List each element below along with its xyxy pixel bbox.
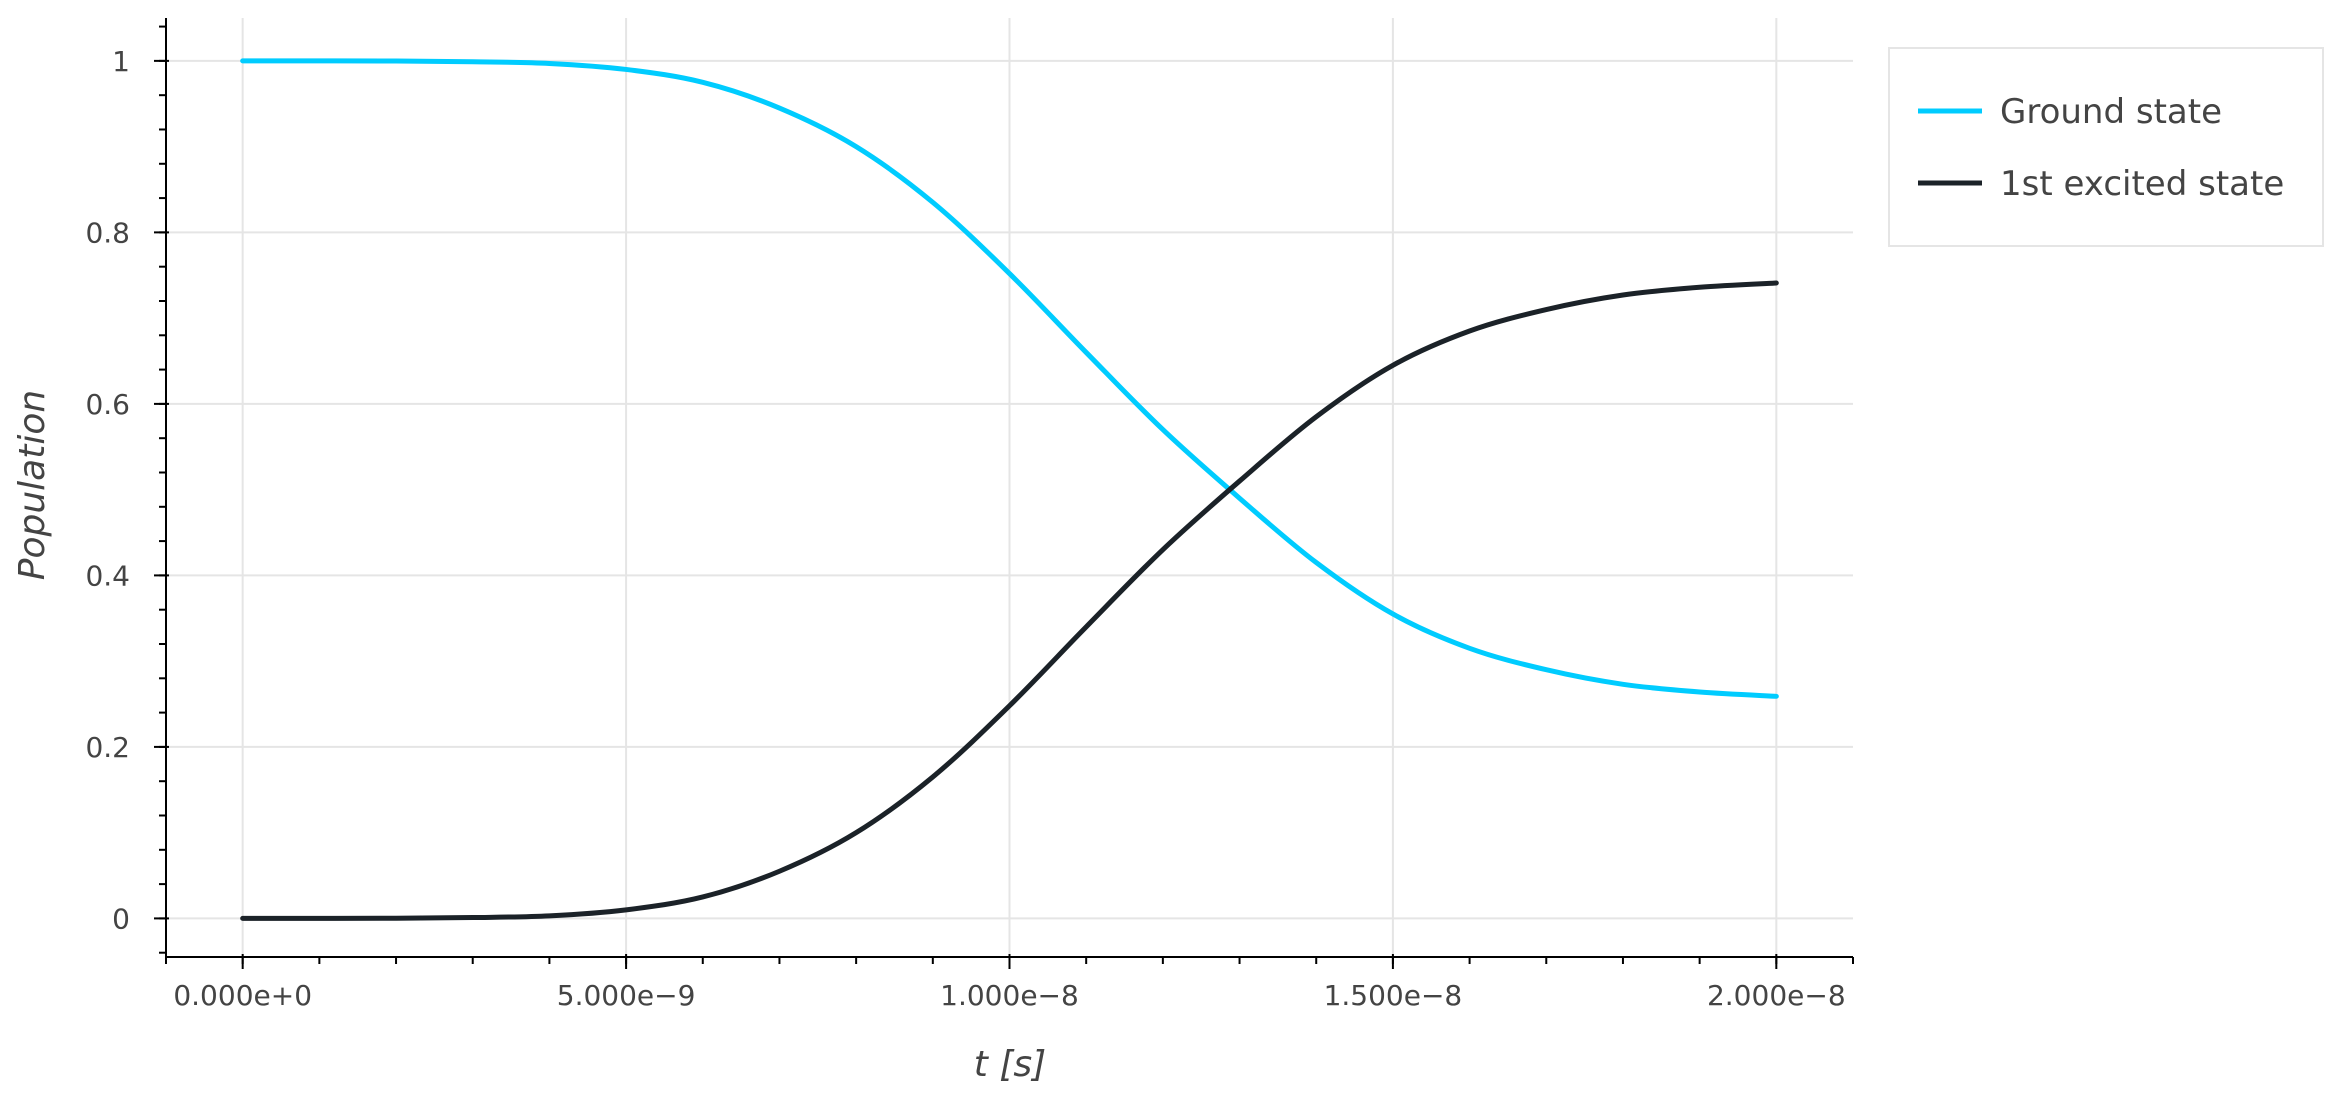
- y-tick-label: 0: [112, 902, 130, 935]
- y-tick-label: 0.4: [85, 559, 130, 592]
- y-axis-title: Population: [12, 390, 53, 580]
- y-tick-label: 0.8: [85, 216, 130, 249]
- series-line-ground-state: [240, 58, 1779, 699]
- legend: Ground state 1st excited state: [1888, 47, 2324, 247]
- x-tick-label: 2.000e−8: [1707, 979, 1846, 1012]
- x-axis-title: t [s]: [974, 1044, 1046, 1085]
- grid-lines: [166, 18, 1853, 957]
- y-tick-label: 0.2: [85, 731, 130, 764]
- series-lines: [240, 58, 1779, 921]
- legend-label-ground-state: Ground state: [2000, 92, 2222, 132]
- series-line-first-excited-state: [240, 280, 1779, 921]
- x-tick-label: 5.000e−9: [557, 979, 696, 1012]
- y-tick-label: 1: [112, 45, 130, 78]
- legend-label-first-excited-state: 1st excited state: [2000, 164, 2284, 204]
- x-tick-label: 1.500e−8: [1324, 979, 1463, 1012]
- y-tick-label: 0.6: [85, 388, 130, 421]
- legend-box: [1888, 47, 2324, 247]
- x-tick-label: 0.000e+0: [173, 979, 312, 1012]
- x-tick-label: 1.000e−8: [940, 979, 1079, 1012]
- axes: 0.000e+0 5.000e−9 1.000e−8 1.500e−8 2.000e−8…: [85, 18, 1854, 1012]
